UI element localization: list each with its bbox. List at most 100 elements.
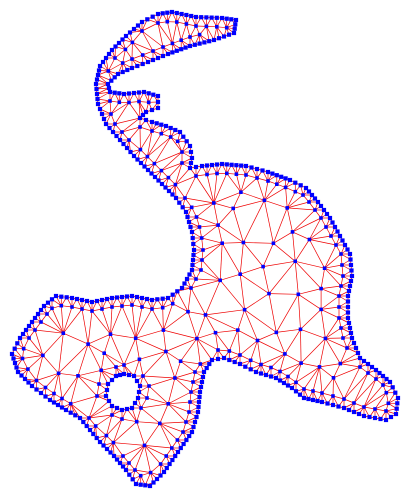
mesh-edge — [114, 117, 141, 125]
mesh-edge — [353, 378, 377, 404]
boundary-node — [41, 303, 47, 309]
boundary-node — [187, 433, 192, 439]
mesh-edge — [232, 208, 244, 243]
boundary-node — [138, 482, 143, 487]
mesh-edge — [237, 329, 258, 341]
boundary-node — [23, 327, 29, 333]
mesh-edge — [131, 407, 138, 422]
mesh-edge — [195, 175, 215, 204]
boundary-node — [173, 127, 178, 133]
boundary-node — [198, 384, 204, 390]
mesh-node — [140, 29, 144, 33]
boundary-node — [274, 173, 279, 178]
mesh-node — [52, 391, 56, 396]
mesh-edge — [295, 260, 325, 269]
mesh-edge — [205, 314, 216, 333]
mesh-edge — [151, 308, 164, 331]
boundary-node — [273, 375, 279, 381]
boundary-node — [285, 383, 291, 388]
mesh-edge — [363, 378, 377, 408]
boundary-node — [188, 149, 194, 155]
mesh-node — [341, 336, 345, 340]
mesh-node — [110, 305, 114, 309]
mesh-node — [197, 32, 202, 37]
boundary-node — [117, 91, 122, 96]
boundary-node — [140, 112, 146, 118]
boundary-node — [348, 262, 354, 268]
boundary-node — [265, 169, 271, 175]
mesh-edge — [300, 338, 326, 364]
boundary-node — [109, 78, 114, 83]
mesh-node — [213, 330, 218, 335]
boundary-node — [349, 268, 354, 273]
mesh-node — [138, 473, 143, 478]
boundary-node — [345, 304, 351, 310]
boundary-node — [152, 174, 158, 180]
mesh-node — [173, 182, 178, 187]
mesh-node — [158, 421, 162, 426]
mesh-edge — [300, 309, 322, 330]
boundary-node — [59, 405, 65, 410]
boundary-node — [369, 364, 375, 370]
mesh-edge — [213, 202, 219, 226]
boundary-node — [116, 40, 122, 46]
mesh-edge — [174, 377, 194, 383]
mesh-node — [362, 405, 366, 409]
mesh-node — [337, 316, 341, 320]
mesh-edge — [202, 242, 223, 251]
mesh-node — [345, 346, 349, 350]
mesh-node — [241, 240, 246, 245]
boundary-node — [186, 219, 192, 225]
mesh-edge — [159, 423, 173, 449]
mesh-edge — [353, 372, 369, 404]
mesh-node — [145, 396, 149, 400]
mesh-edge — [279, 362, 302, 372]
mesh-edge — [77, 369, 102, 377]
mesh-edge — [36, 372, 59, 381]
mesh-edge — [343, 366, 361, 400]
mesh-node — [170, 41, 175, 46]
boundary-node — [103, 393, 109, 399]
boundary-node — [355, 350, 361, 356]
boundary-node — [189, 13, 194, 19]
mesh-edge — [332, 395, 345, 400]
boundary-node — [318, 203, 324, 209]
mesh-edge — [113, 442, 124, 457]
mesh-edge — [70, 403, 81, 419]
boundary-node — [74, 296, 80, 302]
mesh-node — [283, 352, 287, 356]
boundary-node — [94, 298, 100, 304]
mesh-node — [194, 24, 198, 28]
boundary-node — [161, 469, 167, 475]
mesh-edge — [257, 340, 262, 365]
boundary-node — [137, 115, 143, 121]
boundary-node — [383, 417, 389, 423]
boundary-node — [229, 17, 234, 22]
mesh-edge — [131, 304, 137, 339]
mesh-edge — [154, 136, 171, 164]
mesh-edge — [163, 303, 174, 331]
boundary-node — [384, 376, 389, 382]
mesh-node — [322, 266, 327, 270]
mesh-edge — [95, 414, 113, 427]
boundary-node — [121, 91, 127, 97]
mesh-edge — [292, 209, 316, 233]
mesh-edge — [217, 208, 234, 226]
boundary-node — [129, 65, 135, 71]
mesh-edge — [205, 309, 245, 316]
mesh-edge — [168, 401, 191, 405]
mesh-edge — [180, 338, 198, 362]
boundary-node — [11, 356, 16, 361]
boundary-node — [197, 41, 202, 46]
boundary-node — [155, 93, 161, 99]
boundary-node — [165, 10, 170, 15]
boundary-node — [345, 293, 351, 299]
mesh-node — [113, 56, 117, 60]
mesh-edge — [309, 235, 332, 240]
mesh-edge — [196, 338, 219, 351]
mesh-edge — [201, 237, 223, 244]
mesh-edge — [187, 311, 206, 316]
boundary-node — [134, 294, 140, 300]
mesh-edge — [191, 202, 214, 208]
mesh-node — [165, 19, 170, 24]
